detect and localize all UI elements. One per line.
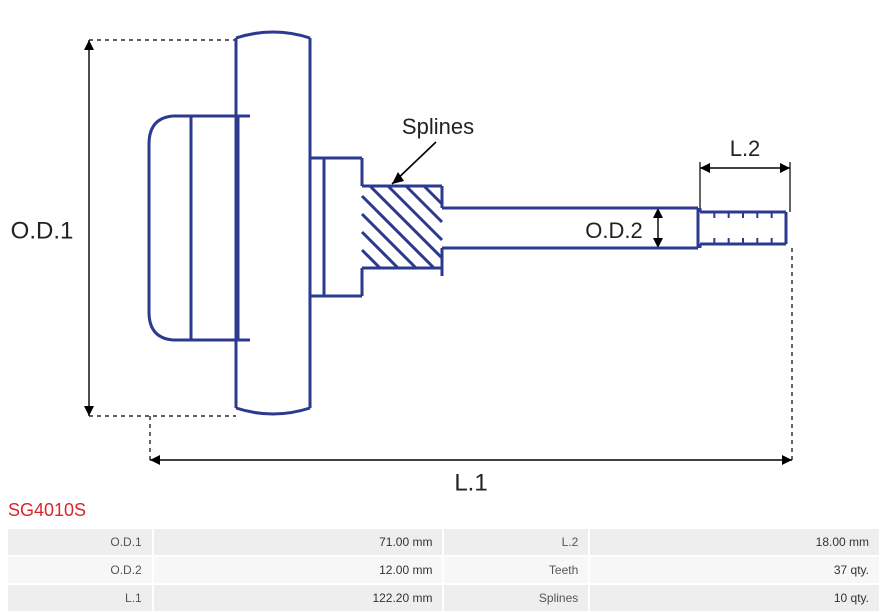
svg-text:O.D.2: O.D.2 [585,218,642,243]
spec-value: 10 qty. [590,585,879,611]
part-number: SG4010S [0,498,889,527]
spec-key: O.D.1 [8,529,152,555]
spec-key: Teeth [444,557,588,583]
spec-key: O.D.2 [8,557,152,583]
drawing-svg: O.D.1 L.1 L.2 O.D.2 Splines [0,0,889,498]
spec-key: Splines [444,585,588,611]
technical-drawing: O.D.1 L.1 L.2 O.D.2 Splines [0,0,889,498]
spec-key: L.2 [444,529,588,555]
svg-text:Splines: Splines [402,114,474,139]
spec-value: 18.00 mm [590,529,879,555]
spec-value: 37 qty. [590,557,879,583]
spec-row: O.D.171.00 mmL.218.00 mm [8,529,879,555]
spec-row: O.D.212.00 mmTeeth37 qty. [8,557,879,583]
spec-row: L.1122.20 mmSplines10 qty. [8,585,879,611]
spec-value: 71.00 mm [154,529,443,555]
svg-text:L.1: L.1 [454,469,487,496]
spec-value: 12.00 mm [154,557,443,583]
svg-text:O.D.1: O.D.1 [11,217,74,244]
spec-value: 122.20 mm [154,585,443,611]
svg-text:L.2: L.2 [730,136,761,161]
spec-key: L.1 [8,585,152,611]
spec-table: O.D.171.00 mmL.218.00 mmO.D.212.00 mmTee… [6,527,881,613]
